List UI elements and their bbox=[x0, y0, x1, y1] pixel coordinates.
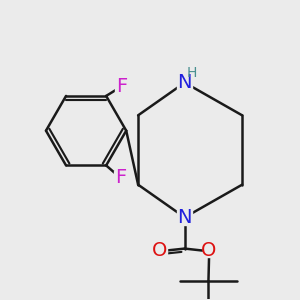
Bar bbox=[114, 171, 127, 184]
Bar bbox=[154, 244, 166, 257]
Text: O: O bbox=[152, 242, 168, 260]
Text: O: O bbox=[201, 242, 217, 260]
Text: H: H bbox=[187, 66, 197, 80]
Text: F: F bbox=[116, 77, 127, 96]
Bar bbox=[177, 75, 192, 90]
Bar bbox=[202, 244, 216, 257]
Text: N: N bbox=[177, 208, 192, 227]
Text: F: F bbox=[115, 168, 126, 188]
Text: N: N bbox=[177, 73, 192, 92]
Bar bbox=[115, 80, 128, 93]
Bar bbox=[177, 210, 192, 225]
